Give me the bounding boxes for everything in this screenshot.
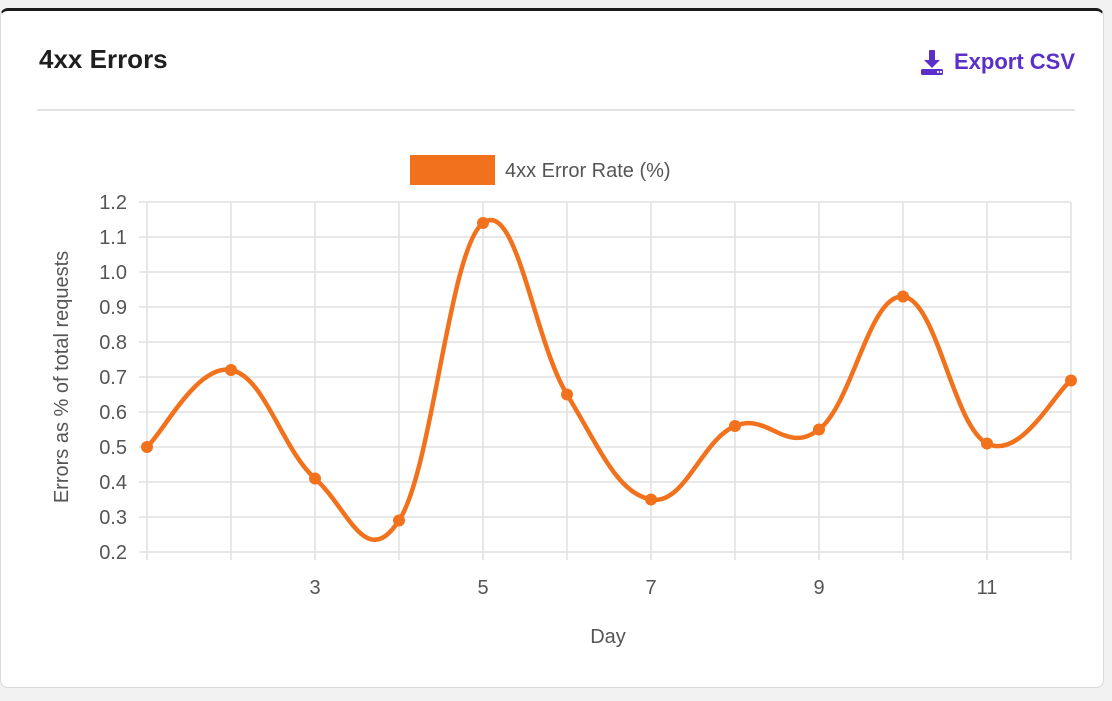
data-point[interactable]: [477, 217, 489, 229]
y-tick-label: 0.3: [99, 507, 127, 529]
x-tick-label: 9: [813, 577, 824, 599]
legend-swatch: [410, 155, 495, 185]
y-tick-label: 0.2: [99, 542, 127, 564]
data-point[interactable]: [813, 423, 825, 436]
card-header: 4xx Errors Export CSV: [37, 11, 1075, 111]
data-point[interactable]: [981, 437, 993, 450]
data-point[interactable]: [1065, 374, 1077, 387]
card-title: 4xx Errors: [39, 44, 168, 74]
y-tick-label: 0.8: [99, 332, 127, 354]
legend-label: 4xx Error Rate (%): [505, 160, 671, 182]
x-tick-label: 3: [309, 577, 320, 599]
chart-legend[interactable]: 4xx Error Rate (%): [410, 155, 671, 185]
x-tick-label: 7: [645, 577, 656, 599]
x-tick-label: 11: [977, 577, 998, 599]
y-tick-label: 0.7: [99, 367, 127, 389]
export-csv-button[interactable]: Export CSV: [920, 49, 1075, 75]
data-point[interactable]: [309, 472, 321, 485]
y-tick-label: 0.9: [99, 297, 127, 319]
export-csv-label: Export CSV: [953, 49, 1075, 74]
data-point[interactable]: [561, 388, 573, 401]
data-point[interactable]: [645, 493, 657, 506]
data-point[interactable]: [729, 420, 741, 432]
y-tick-label: 1.1: [99, 227, 127, 249]
y-tick-label: 0.4: [99, 472, 127, 494]
y-tick-label: 0.5: [99, 437, 127, 459]
y-tick-label: 1.2: [99, 192, 127, 214]
data-point[interactable]: [225, 364, 237, 376]
x-axis-title: Day: [590, 626, 626, 648]
data-point[interactable]: [897, 290, 909, 303]
x-tick-label: 5: [477, 577, 488, 599]
errors-card: 4xx Errors Export CSV: [0, 8, 1104, 688]
y-axis-title: Errors as % of total requests: [51, 251, 73, 503]
data-point[interactable]: [393, 514, 405, 527]
data-point[interactable]: [141, 441, 153, 453]
y-tick-label: 0.6: [99, 402, 127, 424]
download-icon: [920, 49, 944, 75]
series-line: [144, 217, 1074, 543]
y-tick-label: 1.0: [99, 262, 127, 284]
